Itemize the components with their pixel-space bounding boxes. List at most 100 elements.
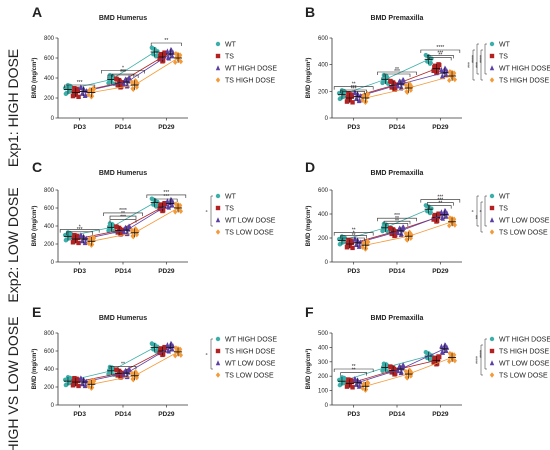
chart-panel-e: E BMD Humerus BMD (mg/cm³) 0 200 400 600 800 PD3…	[31, 304, 277, 418]
data-point	[75, 88, 81, 94]
legend-marker	[215, 360, 221, 366]
legend-marker	[215, 193, 221, 199]
data-point	[409, 83, 414, 90]
data-point	[126, 223, 132, 229]
data-point	[160, 352, 166, 357]
y-axis-label: BMD (mg/cm³)	[31, 58, 38, 99]
y-axis-label: BMD (mg/cm³)	[305, 58, 312, 99]
significance-label: ***	[120, 70, 126, 76]
data-point	[158, 347, 163, 352]
significance-label: **	[352, 233, 356, 239]
data-point	[173, 345, 179, 351]
data-point	[403, 230, 409, 237]
data-point	[176, 57, 181, 63]
row-labels: Exp1: HIGH DOSE Exp2: LOW DOSE HIGH VS L…	[5, 49, 21, 450]
data-point	[403, 82, 409, 88]
legend-significance-label: *	[472, 210, 478, 212]
data-point	[154, 53, 159, 58]
y-tick-label: 200	[44, 242, 55, 248]
legend-label: TS LOW DOSE	[499, 230, 548, 237]
data-point	[436, 62, 441, 67]
data-point	[407, 367, 412, 373]
y-tick-label: 600	[318, 36, 329, 42]
data-point	[442, 207, 448, 213]
significance-label: ***	[351, 86, 357, 92]
legend: WT TS WT LOW DOSE TS LOW DOSE *	[206, 194, 276, 237]
data-point	[399, 231, 404, 237]
data-point	[71, 236, 76, 241]
data-point	[71, 89, 76, 94]
significance-label: ***	[394, 213, 400, 219]
data-point	[344, 99, 350, 104]
significance-bracket	[377, 71, 417, 75]
y-tick-label: 200	[318, 89, 329, 95]
legend-significance-label: ***	[468, 62, 474, 68]
series-ts	[70, 201, 168, 246]
significance-bracket	[59, 229, 100, 233]
data-point	[121, 372, 127, 378]
data-point	[117, 370, 122, 375]
data-point	[381, 364, 386, 370]
data-point	[162, 201, 167, 206]
x-tick-label: PD3	[347, 411, 360, 418]
series-wt-low-dose	[352, 207, 450, 249]
data-point	[91, 234, 96, 241]
data-point	[117, 227, 122, 232]
legend-label: WT	[225, 42, 237, 49]
significance-label: ****	[436, 45, 444, 51]
legend-significance-label: ****	[472, 55, 478, 63]
legend-marker	[215, 348, 221, 354]
data-point	[353, 381, 359, 387]
x-tick-label: PD29	[432, 411, 449, 418]
significance-bracket	[111, 73, 135, 77]
data-point	[350, 245, 355, 251]
y-tick-label: 200	[318, 236, 329, 242]
legend-marker	[489, 360, 495, 366]
data-point	[353, 236, 358, 242]
legend-label: TS	[225, 206, 234, 213]
data-point	[157, 350, 162, 356]
legend: WT HIGH DOSE TS HIGH DOSE WT LOW DOSE TS LO…	[476, 337, 550, 380]
significance-bracket	[109, 219, 137, 223]
data-point	[439, 73, 445, 79]
legend-marker	[215, 41, 221, 47]
data-point	[70, 240, 76, 245]
significance-label: **	[164, 38, 168, 44]
significance-bracket	[420, 49, 461, 53]
data-point	[133, 369, 138, 375]
legend-label: TS HIGH DOSE	[225, 349, 276, 356]
data-point	[444, 68, 450, 74]
significance-bracket	[107, 74, 139, 78]
data-point	[395, 229, 401, 235]
data-point	[435, 65, 441, 71]
data-point	[173, 209, 178, 215]
significance-bracket	[383, 220, 411, 225]
legend-significance-label: ****	[480, 55, 486, 63]
y-tick-label: 400	[44, 224, 55, 230]
series-ts	[344, 211, 442, 251]
data-point	[431, 217, 436, 222]
y-tick-label: 400	[318, 345, 329, 351]
y-axis-label: BMD (mg/cm³)	[31, 349, 38, 390]
significance-bracket	[101, 70, 145, 74]
significance-bracket	[103, 212, 143, 216]
data-point	[114, 77, 120, 82]
data-point	[177, 346, 183, 353]
panel-letter: E	[32, 304, 41, 320]
data-point	[399, 84, 404, 90]
data-point	[161, 348, 167, 353]
chart-panel-f: F BMD Premaxilla BMD (mg/cm³) 0 100 200 300 400…	[305, 304, 550, 418]
significance-label: *	[122, 66, 124, 72]
significance-bracket	[340, 89, 367, 93]
legend-marker	[215, 336, 221, 342]
legend-significance-label: ****	[476, 356, 482, 364]
legend-label: TS	[225, 54, 234, 61]
data-point	[114, 368, 120, 373]
data-point	[450, 221, 455, 227]
significance-bracket	[333, 86, 374, 90]
data-point	[391, 228, 396, 233]
data-point	[442, 342, 448, 348]
legend-bracket	[210, 338, 213, 370]
data-point	[388, 365, 394, 370]
data-point	[353, 241, 359, 247]
